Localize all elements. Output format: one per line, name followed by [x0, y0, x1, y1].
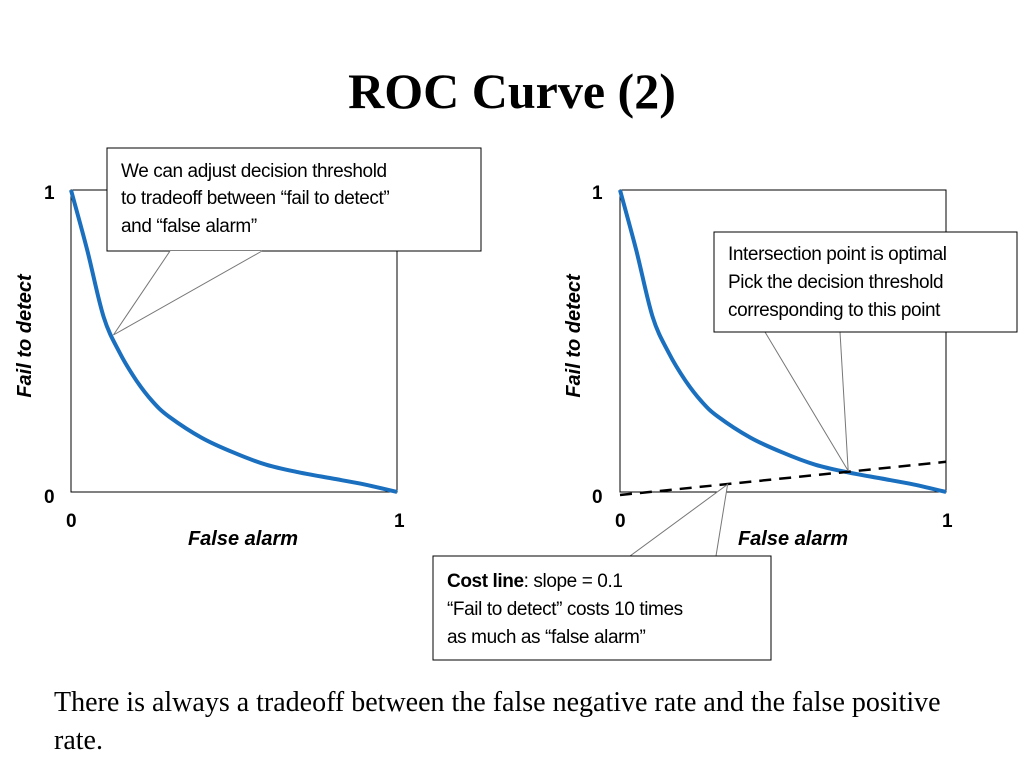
cost-line-slope-text: : slope = 0.1: [524, 571, 623, 592]
slide-title: ROC Curve (2): [348, 63, 676, 119]
chart-right-roc-curve: [618, 189, 947, 494]
chart-right-cost-line: [619, 460, 947, 497]
chart-left: 1 0 0 1 False alarm Fail to detect We ca…: [14, 147, 482, 550]
chart-right-xtick-right: 1: [942, 511, 953, 532]
chart-left-xlabel: False alarm: [188, 528, 298, 550]
chart-right-cost-pointer: [629, 483, 729, 557]
chart-left-ytick-bottom: 0: [44, 487, 55, 508]
chart-right-cost-line-3: as much as “false alarm”: [447, 627, 645, 648]
chart-right-ytick-top: 1: [592, 183, 603, 204]
chart-right-intersection-callout-box: [713, 231, 1018, 333]
chart-right-cost-line-2: “Fail to detect” costs 10 times: [447, 599, 683, 620]
chart-right-cost-callout: Cost line: slope = 0.1 “Fail to detect” …: [432, 483, 772, 661]
chart-right-frame: [619, 189, 947, 493]
chart-left-ytick-top: 1: [44, 183, 55, 204]
chart-right-cost-line-1: Cost line: slope = 0.1: [447, 571, 623, 592]
roc-charts: 1 0 0 1 False alarm Fail to detect We ca…: [14, 147, 1018, 661]
chart-left-roc-curve: [69, 189, 398, 494]
chart-left-callout-box: [106, 147, 482, 252]
chart-right-intersection-callout: Intersection point is optimal Pick the d…: [713, 231, 1018, 472]
chart-left-callout: We can adjust decision threshold to trad…: [106, 147, 482, 336]
chart-right-ylabel: Fail to detect: [563, 273, 585, 398]
chart-right-cost-callout-box: [432, 555, 772, 661]
chart-left-callout-pointer: [112, 250, 263, 336]
chart-left-xtick-left: 0: [66, 511, 77, 532]
chart-left-callout-line-2: to tradeoff between “fail to detect”: [121, 188, 389, 209]
cost-line-bold-label: Cost line: [447, 571, 524, 592]
chart-right-intersection-line-3: corresponding to this point: [728, 300, 941, 321]
chart-right-xtick-left: 0: [615, 511, 626, 532]
chart-left-ylabel: Fail to detect: [14, 273, 36, 398]
body-text: There is always a tradeoff between the f…: [54, 687, 941, 756]
chart-left-xtick-right: 1: [394, 511, 405, 532]
chart-right-intersection-line-2: Pick the decision threshold: [728, 272, 943, 293]
chart-left-callout-line-3: and “false alarm”: [121, 216, 257, 237]
chart-left-callout-line-1: We can adjust decision threshold: [121, 161, 387, 182]
chart-right-xlabel: False alarm: [738, 528, 848, 550]
chart-right-ytick-bottom: 0: [592, 487, 603, 508]
chart-right-intersection-line-1: Intersection point is optimal: [728, 244, 947, 265]
chart-right-intersection-pointer: [764, 331, 849, 472]
chart-right: 1 0 0 1 False alarm Fail to detect Inter…: [432, 183, 1018, 661]
